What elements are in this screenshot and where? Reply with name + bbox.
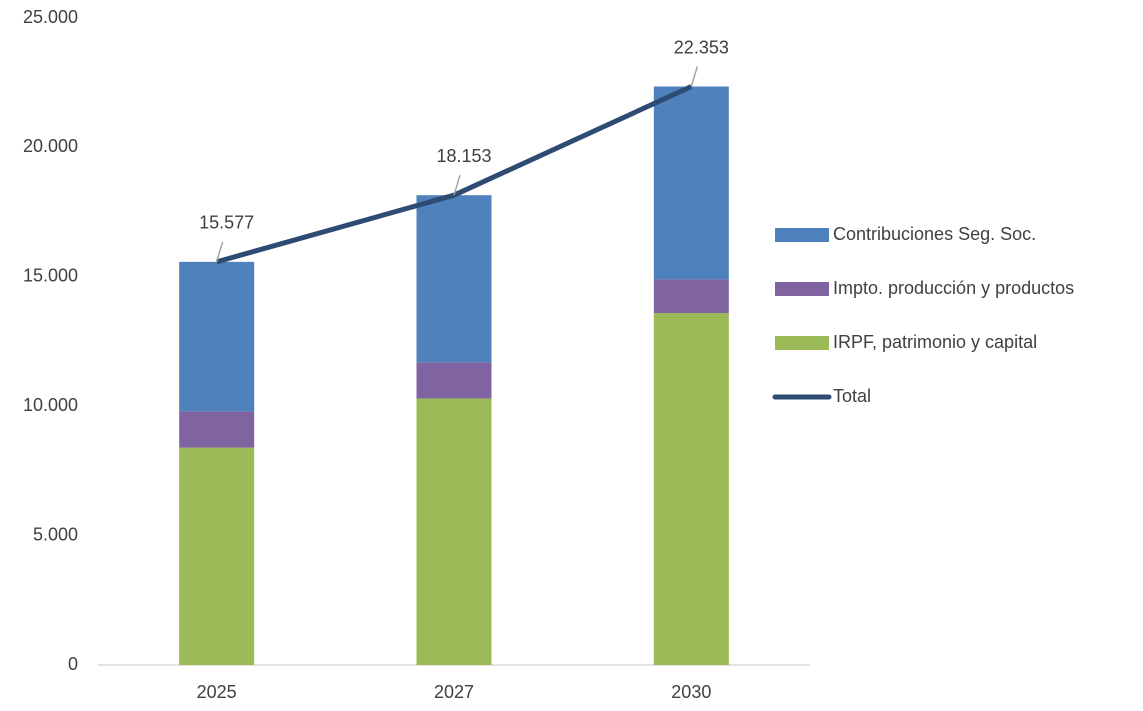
bar — [653, 86, 729, 280]
data-label: 18.153 — [436, 146, 491, 166]
y-tick-label: 5.000 — [33, 524, 78, 544]
bar — [179, 261, 255, 412]
leader-line — [215, 241, 224, 263]
y-tick-label: 0 — [68, 654, 78, 674]
legend-swatch — [775, 336, 829, 350]
y-tick-label: 25.000 — [23, 7, 78, 27]
bar — [179, 411, 255, 448]
legend-swatch — [775, 228, 829, 242]
y-tick-label: 20.000 — [23, 136, 78, 156]
leader-line — [453, 174, 461, 196]
legend-swatch — [775, 282, 829, 296]
bar — [416, 398, 492, 665]
bar — [416, 362, 492, 399]
legend-label: Total — [833, 386, 871, 406]
data-label: 22.353 — [674, 37, 729, 57]
bar — [416, 195, 492, 363]
leader-line — [690, 66, 699, 87]
x-tick-label: 2027 — [434, 682, 474, 702]
bar — [179, 447, 255, 665]
bar — [653, 313, 729, 665]
y-tick-label: 10.000 — [23, 395, 78, 415]
legend-label: Contribuciones Seg. Soc. — [833, 224, 1036, 244]
legend-label: IRPF, patrimonio y capital — [833, 332, 1037, 352]
x-tick-label: 2025 — [197, 682, 237, 702]
legend-label: Impto. producción y productos — [833, 278, 1074, 298]
data-label: 15.577 — [199, 213, 254, 233]
bar — [653, 279, 729, 314]
y-tick-label: 15.000 — [23, 266, 78, 286]
x-tick-label: 2030 — [671, 682, 711, 702]
